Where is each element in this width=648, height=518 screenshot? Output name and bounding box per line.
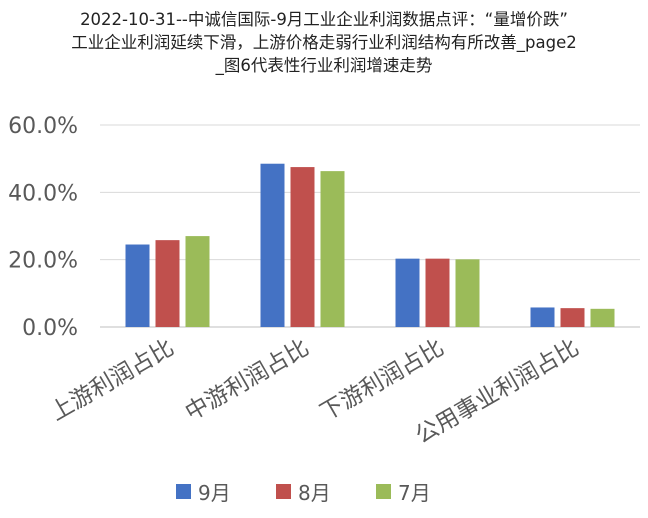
chart-title-line-3: _图6代表性行业利润增速走势 bbox=[215, 56, 433, 75]
legend: 9月 8月 7月 bbox=[176, 481, 431, 505]
legend-swatch bbox=[176, 484, 191, 499]
y-axis-tick-labels: 0.0% 20.0% 40.0% 60.0% bbox=[8, 114, 78, 341]
legend-label: 9月 bbox=[198, 481, 231, 505]
x-category-label: 中游利润占比 bbox=[181, 335, 314, 427]
y-tick-label: 20.0% bbox=[8, 249, 78, 274]
x-category-label: 下游利润占比 bbox=[316, 335, 449, 427]
chart-title: 2022-10-31--中诚信国际-9月工业企业利润数据点评：“量增价跌” 工业… bbox=[0, 8, 648, 77]
chart-title-line-2: 工业企业利润延续下滑，上游价格走弱行业利润结构有所改善_page2 bbox=[71, 33, 577, 52]
legend-swatch bbox=[276, 484, 291, 499]
bar bbox=[125, 244, 150, 327]
x-category-label: 上游利润占比 bbox=[46, 335, 179, 427]
bar bbox=[560, 308, 585, 327]
bar bbox=[425, 258, 450, 327]
y-tick-label: 60.0% bbox=[8, 114, 78, 139]
bar bbox=[455, 259, 480, 327]
bar bbox=[320, 171, 345, 327]
bar bbox=[590, 308, 615, 327]
y-tick-label: 0.0% bbox=[22, 316, 78, 341]
chart-title-line-1: 2022-10-31--中诚信国际-9月工业企业利润数据点评：“量增价跌” bbox=[80, 10, 568, 29]
bar bbox=[185, 236, 210, 327]
bar bbox=[395, 258, 420, 327]
bar bbox=[260, 163, 285, 327]
y-tick-label: 40.0% bbox=[8, 181, 78, 206]
gridlines bbox=[100, 124, 640, 328]
legend-label: 8月 bbox=[298, 481, 331, 505]
bar bbox=[530, 307, 555, 327]
bar bbox=[155, 240, 180, 327]
bars bbox=[125, 163, 615, 327]
bar bbox=[290, 167, 315, 327]
legend-label: 7月 bbox=[398, 481, 431, 505]
legend-swatch bbox=[376, 484, 391, 499]
